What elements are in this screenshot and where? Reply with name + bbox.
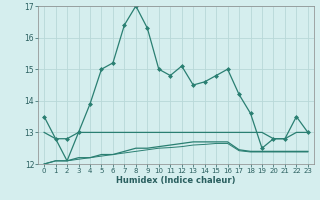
X-axis label: Humidex (Indice chaleur): Humidex (Indice chaleur) <box>116 176 236 185</box>
